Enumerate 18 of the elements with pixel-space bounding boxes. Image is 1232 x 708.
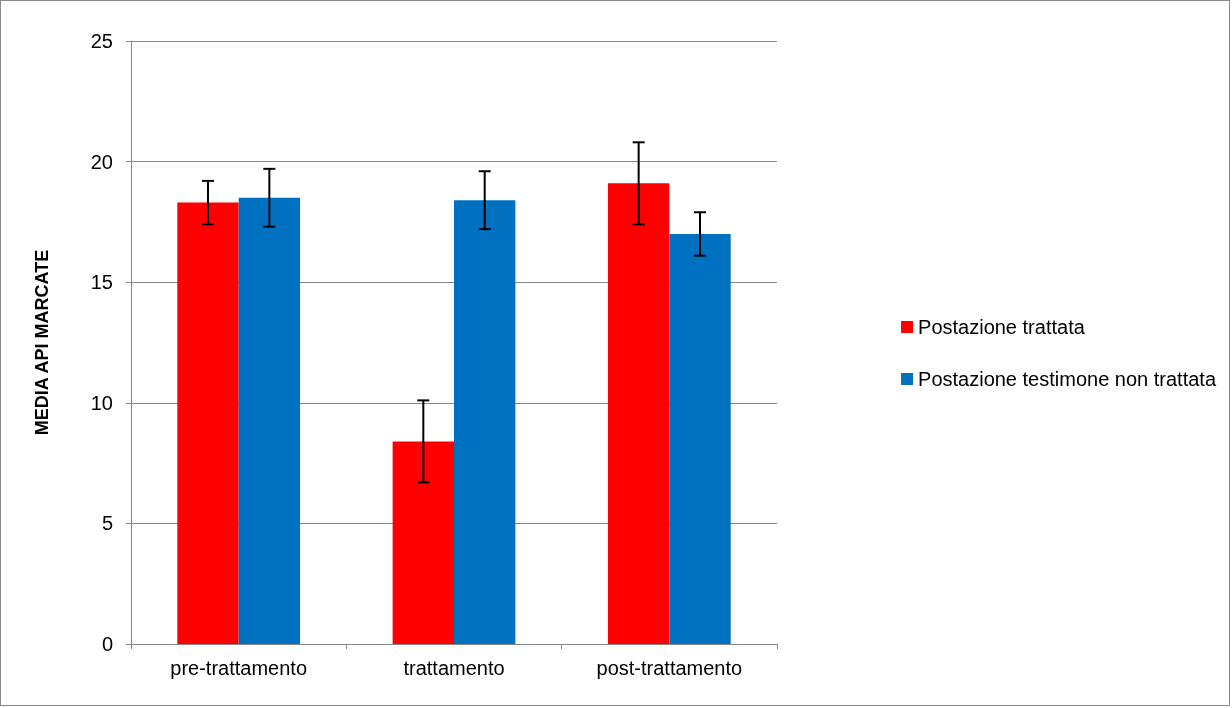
x-tick-label: trattamento: [403, 657, 505, 679]
y-tick-label: 25: [90, 30, 113, 52]
bar: [392, 441, 454, 644]
legend-label: Postazione trattata: [918, 316, 1086, 338]
bar: [454, 200, 516, 644]
y-tick-label: 10: [90, 391, 113, 414]
legend-label: Postazione testimone non trattata: [918, 368, 1217, 390]
bar: [607, 183, 670, 644]
bar: [669, 233, 731, 644]
y-tick-label: 0: [101, 633, 113, 655]
x-tick-label: pre-trattamento: [170, 657, 308, 679]
y-tick-label: 5: [101, 512, 113, 535]
x-tick-label: post-trattamento: [596, 657, 743, 679]
y-tick-label: 20: [90, 150, 113, 173]
y-axis-title: MEDIA API MARCATE: [32, 249, 52, 436]
bar: [177, 202, 239, 644]
y-tick-label: 15: [90, 271, 113, 294]
bar: [238, 197, 301, 644]
